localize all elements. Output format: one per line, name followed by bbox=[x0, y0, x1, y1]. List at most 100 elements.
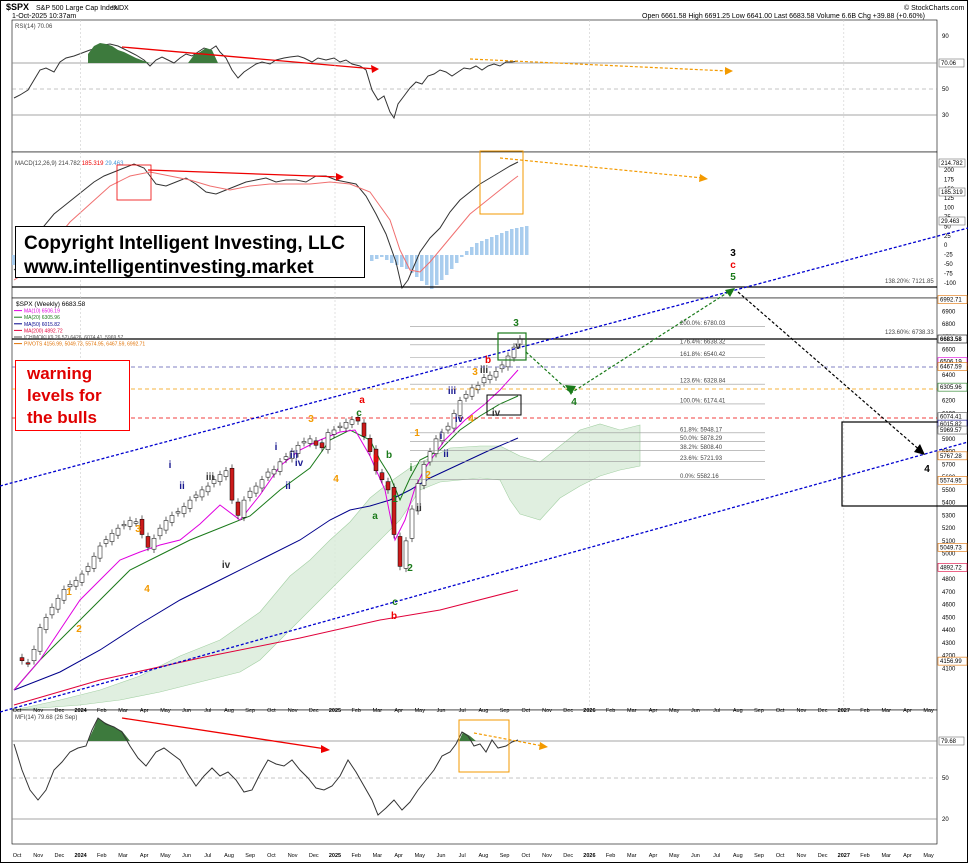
macd-tick: 25 bbox=[944, 234, 951, 240]
mfi-line bbox=[13, 717, 519, 816]
candle-body bbox=[427, 451, 433, 463]
legend-entry: MA(10) 6506.19 bbox=[24, 309, 60, 315]
rsi-projection-line bbox=[469, 58, 729, 72]
mfi-projection-line bbox=[473, 732, 544, 747]
month-tick: Sep bbox=[500, 708, 510, 714]
candle-body bbox=[187, 499, 193, 509]
price-tick: 4500 bbox=[942, 615, 956, 621]
legend-entry: ICHIMOKU(9,26,52) 6426, 6074.41, 5969.57 bbox=[24, 335, 123, 341]
macd-hist-bar bbox=[420, 255, 424, 281]
legend-entry: PIVOTS 4156.99, 5049.73, 5574.95, 6467.5… bbox=[24, 342, 145, 348]
macd-hist-bar bbox=[430, 255, 434, 289]
candle-body bbox=[91, 555, 97, 569]
candle-body bbox=[373, 448, 379, 472]
macd-tick: 100 bbox=[944, 206, 955, 212]
month-tick: Jun bbox=[437, 853, 446, 859]
month-tick: Oct bbox=[776, 708, 785, 714]
macd-hist-bar bbox=[455, 255, 459, 263]
price-tick: 6200 bbox=[942, 399, 956, 405]
candle-body bbox=[163, 520, 169, 531]
month-tick: Jul bbox=[713, 853, 720, 859]
macd-value-badge: 185.319 bbox=[941, 190, 963, 196]
month-tick: Nov bbox=[288, 708, 298, 714]
candle-body bbox=[481, 377, 487, 384]
macd-tick: 50 bbox=[944, 224, 951, 230]
macd-line bbox=[13, 161, 519, 290]
price-tick: 5400 bbox=[942, 501, 956, 507]
wave-label: b bbox=[386, 450, 392, 461]
month-tick: May bbox=[923, 853, 934, 859]
candle-body bbox=[349, 419, 355, 425]
month-tick: Aug bbox=[224, 708, 234, 714]
candle-body bbox=[289, 451, 295, 459]
rsi-overbought-fill bbox=[88, 43, 150, 63]
wave-label: iv bbox=[222, 560, 231, 571]
month-tick: Jul bbox=[204, 708, 211, 714]
macd-hist-bar bbox=[460, 255, 464, 257]
mfi-value-badge: 79.68 bbox=[941, 739, 957, 745]
macd-tick: -25 bbox=[944, 253, 953, 259]
month-tick: Aug bbox=[479, 853, 489, 859]
macd-tick: 200 bbox=[944, 168, 955, 174]
macd-hist-bar bbox=[375, 255, 379, 259]
wave-label: 5 bbox=[730, 272, 736, 283]
macd-tick: -100 bbox=[944, 281, 957, 287]
month-tick: May bbox=[669, 853, 680, 859]
wave-label: 4 bbox=[468, 414, 474, 425]
rsi-label: RSI(14) 70.06 bbox=[15, 24, 53, 30]
candle-body bbox=[193, 494, 199, 498]
channel-lower-line bbox=[0, 441, 968, 713]
warning-line3: the bulls bbox=[27, 408, 97, 427]
candle-body bbox=[61, 589, 67, 601]
date-label: 1-Oct-2025 10:37am bbox=[12, 13, 76, 20]
month-tick: Mar bbox=[373, 708, 383, 714]
warning-line1: warning bbox=[27, 364, 93, 383]
wave-label: c bbox=[392, 597, 398, 608]
candle-body bbox=[457, 400, 463, 416]
price-tick: 5000 bbox=[942, 552, 956, 558]
fib-label: 23.6%: 5721.93 bbox=[680, 456, 723, 462]
fib-label: 161.8%: 6540.42 bbox=[680, 352, 726, 358]
wave-label: iii bbox=[480, 365, 489, 376]
candle-body bbox=[229, 467, 235, 501]
channel-upper-line bbox=[0, 227, 968, 487]
month-tick: May bbox=[160, 708, 171, 714]
wave-label: iii bbox=[290, 450, 299, 461]
ichimoku-cloud bbox=[13, 423, 641, 711]
month-tick: Nov bbox=[33, 708, 43, 714]
candle-body bbox=[421, 464, 427, 486]
candle-body bbox=[247, 490, 253, 498]
month-tick: Mar bbox=[118, 853, 128, 859]
fib-label: 61.8%: 5948.17 bbox=[680, 427, 723, 433]
price-tick: 4300 bbox=[942, 641, 956, 647]
macd-peak-box bbox=[116, 164, 152, 201]
month-tick: 2024 bbox=[74, 853, 87, 859]
candle-body bbox=[121, 524, 127, 527]
mfi-tick: 50 bbox=[942, 776, 949, 782]
rsi-tick: 90 bbox=[942, 34, 949, 40]
rsi-divergence-line bbox=[121, 46, 376, 70]
candle-body bbox=[199, 489, 205, 498]
macd-hist-bar bbox=[515, 228, 519, 255]
candle-body bbox=[391, 487, 397, 535]
macd-hist-bar bbox=[370, 255, 374, 261]
wave-label: ii bbox=[285, 481, 291, 492]
candle-body bbox=[493, 371, 499, 378]
macd-hist-bar bbox=[390, 255, 394, 263]
month-tick: Apr bbox=[140, 708, 149, 714]
month-tick: 2026 bbox=[583, 853, 595, 859]
price-tick: 4400 bbox=[942, 628, 956, 634]
ma20-line bbox=[13, 395, 519, 691]
wave-label: iv bbox=[295, 458, 304, 469]
month-tick: Mar bbox=[373, 853, 383, 859]
candle-body bbox=[181, 506, 187, 514]
candle-body bbox=[343, 422, 349, 429]
ticker: $SPX bbox=[6, 2, 29, 12]
copyright-line1: Copyright Intelligent Investing, LLC bbox=[24, 233, 345, 254]
macd-histogram bbox=[12, 226, 529, 289]
month-tick: 2027 bbox=[838, 708, 850, 714]
month-tick: Apr bbox=[903, 708, 912, 714]
month-tick: 2025 bbox=[329, 853, 341, 859]
candle-body bbox=[19, 657, 25, 662]
